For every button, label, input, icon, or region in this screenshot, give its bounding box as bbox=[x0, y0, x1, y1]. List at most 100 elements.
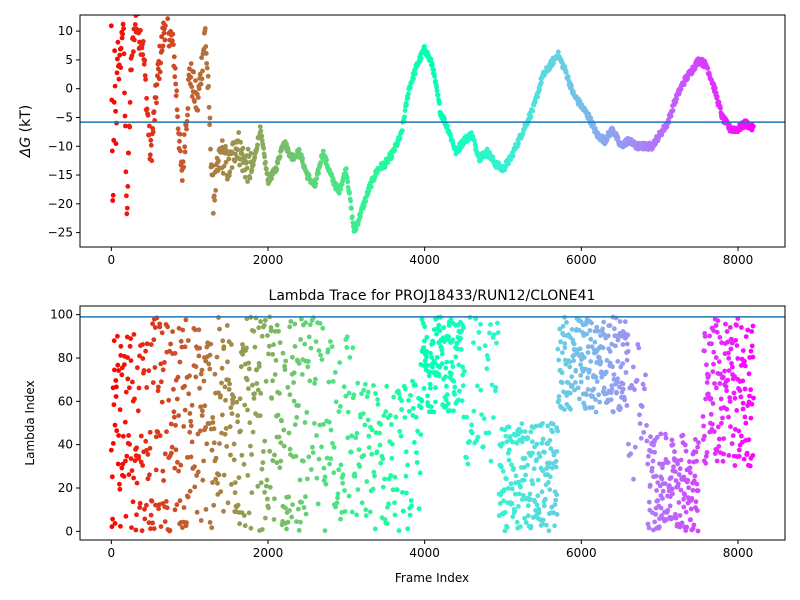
lambda-point bbox=[394, 487, 400, 493]
lambda-point bbox=[118, 353, 124, 358]
lambda-point bbox=[123, 513, 129, 519]
lambda-point bbox=[704, 450, 710, 455]
lambda-point bbox=[225, 500, 231, 506]
lambda-point bbox=[364, 479, 370, 484]
lambda-point bbox=[148, 526, 153, 532]
lambda-point bbox=[340, 480, 346, 486]
lambda-point bbox=[547, 474, 553, 480]
lambda-point bbox=[495, 320, 500, 326]
lambda-point bbox=[238, 428, 243, 434]
lambda-point bbox=[471, 340, 476, 345]
lambda-point bbox=[122, 362, 127, 367]
lambda-point bbox=[198, 371, 204, 377]
lambda-point bbox=[263, 317, 268, 323]
delta-g-point bbox=[264, 166, 269, 172]
lambda-y-tick-label-40: 40 bbox=[58, 438, 73, 452]
delta-g-point bbox=[674, 96, 680, 102]
delta-g-point bbox=[188, 74, 194, 80]
lambda-point bbox=[301, 505, 307, 510]
lambda-point bbox=[584, 392, 589, 398]
lambda-point bbox=[318, 352, 323, 358]
delta-g-point bbox=[118, 45, 124, 51]
delta-g-point bbox=[245, 179, 251, 185]
delta-g-point bbox=[237, 162, 243, 168]
lambda-point bbox=[506, 424, 512, 430]
lambda-point bbox=[422, 338, 427, 344]
lambda-point bbox=[153, 434, 159, 440]
lambda-point bbox=[523, 520, 529, 525]
lambda-point bbox=[175, 374, 181, 380]
delta-g-point bbox=[240, 145, 246, 151]
lambda-point bbox=[711, 349, 717, 355]
delta-g-point bbox=[183, 123, 189, 128]
lambda-point bbox=[131, 475, 137, 481]
lambda-point bbox=[546, 528, 552, 534]
lambda-point bbox=[742, 414, 748, 420]
lambda-point bbox=[345, 409, 351, 415]
lambda-point bbox=[576, 327, 582, 333]
lambda-point bbox=[378, 460, 384, 466]
lambda-point bbox=[578, 373, 584, 378]
lambda-point bbox=[162, 519, 168, 524]
delta-g-point bbox=[418, 55, 424, 61]
lambda-point bbox=[327, 461, 332, 467]
lambda-point bbox=[444, 359, 450, 365]
lambda-point bbox=[432, 360, 438, 366]
lambda-point bbox=[270, 458, 276, 463]
lambda-point bbox=[332, 370, 338, 375]
lambda-point bbox=[116, 368, 121, 373]
lambda-point bbox=[522, 456, 528, 461]
delta-g-point bbox=[434, 84, 439, 90]
delta-g-point bbox=[149, 158, 155, 164]
lambda-point bbox=[723, 384, 729, 389]
lambda-point bbox=[131, 332, 137, 337]
lambda-point bbox=[406, 408, 412, 414]
lambda-point bbox=[604, 358, 610, 363]
delta-g-x-tick-label-0: 0 bbox=[108, 253, 116, 267]
lambda-point bbox=[545, 464, 551, 469]
delta-g-point bbox=[178, 148, 183, 154]
lambda-point bbox=[537, 454, 543, 459]
lambda-point bbox=[286, 430, 292, 436]
lambda-point bbox=[540, 436, 546, 442]
lambda-point bbox=[277, 465, 283, 471]
lambda-point bbox=[639, 404, 645, 409]
lambda-point bbox=[144, 341, 150, 347]
lambda-point bbox=[553, 458, 559, 464]
lambda-point bbox=[249, 452, 255, 457]
lambda-point bbox=[493, 385, 499, 390]
lambda-point bbox=[310, 444, 315, 450]
lambda-point bbox=[517, 524, 523, 530]
lambda-point bbox=[724, 388, 729, 394]
delta-g-point bbox=[122, 113, 128, 119]
delta-g-point bbox=[258, 128, 264, 134]
lambda-point bbox=[732, 395, 738, 401]
lambda-point bbox=[403, 473, 409, 479]
delta-g-point bbox=[195, 95, 201, 100]
lambda-point bbox=[553, 464, 559, 470]
delta-g-point bbox=[147, 152, 153, 158]
lambda-point bbox=[406, 398, 411, 403]
lambda-point bbox=[418, 432, 424, 437]
delta-g-x-tick-label-2000: 2000 bbox=[253, 253, 284, 267]
lambda-point bbox=[745, 327, 751, 333]
delta-g-point bbox=[678, 86, 684, 92]
lambda-point bbox=[145, 452, 151, 457]
delta-g-point bbox=[591, 121, 596, 127]
lambda-point bbox=[678, 457, 684, 463]
lambda-point bbox=[328, 339, 333, 344]
lambda-point bbox=[607, 349, 613, 354]
delta-g-point bbox=[237, 156, 243, 162]
lambda-point bbox=[504, 439, 510, 445]
lambda-point bbox=[612, 326, 617, 332]
lambda-point bbox=[689, 496, 695, 501]
lambda-point bbox=[380, 484, 386, 490]
lambda-point bbox=[162, 451, 168, 457]
lambda-points bbox=[108, 314, 756, 534]
lambda-point bbox=[115, 461, 121, 467]
lambda-point bbox=[598, 359, 604, 365]
lambda-point bbox=[460, 364, 465, 370]
lambda-point bbox=[456, 362, 462, 368]
lambda-point bbox=[375, 397, 380, 402]
lambda-point bbox=[369, 427, 375, 433]
